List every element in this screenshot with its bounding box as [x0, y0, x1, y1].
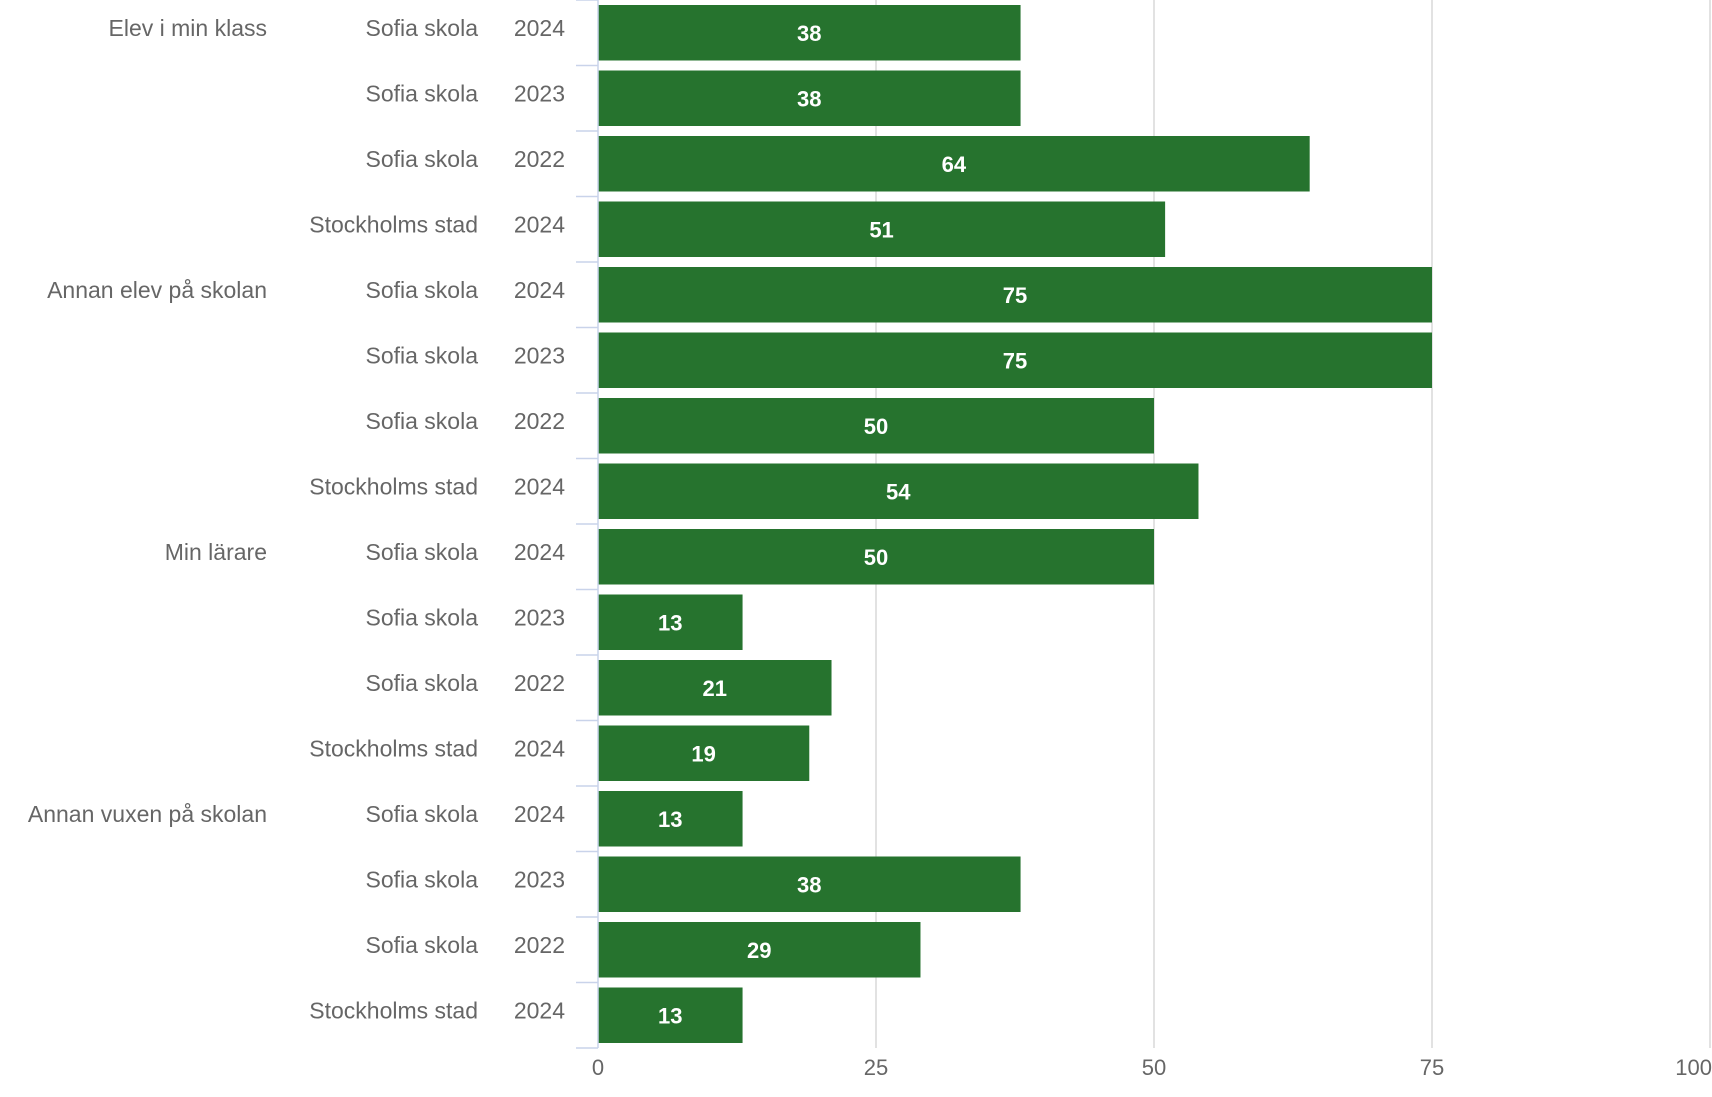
bar-value-label: 51: [869, 217, 893, 242]
bar-value-label: 50: [864, 414, 888, 439]
row-org-label: Sofia skola: [365, 670, 478, 696]
bar: [598, 5, 1021, 61]
row-org-label: Sofia skola: [365, 342, 478, 368]
row-year-label: 2024: [514, 15, 565, 41]
bar: [598, 70, 1021, 126]
bar-value-label: 75: [1003, 283, 1027, 308]
bar-value-label: 13: [658, 610, 682, 635]
row-year-label: 2023: [514, 342, 565, 368]
group-label: Annan vuxen på skolan: [28, 801, 267, 827]
bar: [598, 201, 1166, 257]
row-year-label: 2024: [514, 997, 565, 1023]
x-tick-label: 50: [1142, 1055, 1166, 1080]
group-label: Min lärare: [165, 539, 267, 565]
row-year-label: 2023: [514, 866, 565, 892]
bar: [598, 987, 743, 1043]
bar-value-label: 21: [703, 676, 727, 701]
group-label: Elev i min klass: [109, 15, 267, 41]
bar-value-label: 19: [691, 741, 715, 766]
bar-value-label: 75: [1003, 348, 1027, 373]
row-org-label: Stockholms stad: [309, 473, 478, 499]
bar: [598, 594, 743, 650]
bar-value-label: 38: [797, 872, 821, 897]
row-org-label: Sofia skola: [365, 604, 478, 630]
x-tick-label: 25: [864, 1055, 888, 1080]
axis-layer: [576, 0, 599, 1049]
x-tick-label: 75: [1420, 1055, 1444, 1080]
row-org-label: Stockholms stad: [309, 211, 478, 237]
row-org-label: Sofia skola: [365, 801, 478, 827]
bar: [598, 856, 1021, 912]
x-tick-label: 0: [592, 1055, 604, 1080]
row-org-label: Sofia skola: [365, 15, 478, 41]
row-org-label: Sofia skola: [365, 866, 478, 892]
row-org-label: Sofia skola: [365, 277, 478, 303]
bar: [598, 136, 1310, 192]
x-tick-label: 100: [1675, 1055, 1712, 1080]
bar-value-label: 64: [942, 152, 967, 177]
row-year-label: 2024: [514, 277, 565, 303]
row-org-label: Stockholms stad: [309, 735, 478, 761]
row-org-label: Sofia skola: [365, 146, 478, 172]
row-year-label: 2023: [514, 80, 565, 106]
row-year-label: 2022: [514, 408, 565, 434]
row-year-label: 2022: [514, 932, 565, 958]
bar: [598, 922, 921, 978]
row-year-label: 2022: [514, 146, 565, 172]
row-org-label: Sofia skola: [365, 80, 478, 106]
label-layer: 0 25 50 75 100 38 2024 Sofia skola Elev i min kl…: [28, 15, 1712, 1080]
bar: [598, 267, 1432, 323]
bar-value-label: 38: [797, 86, 821, 111]
bar-value-label: 29: [747, 938, 771, 963]
row-year-label: 2024: [514, 735, 565, 761]
bar: [598, 332, 1432, 388]
row-year-label: 2023: [514, 604, 565, 630]
bar-value-label: 54: [886, 479, 911, 504]
bar: [598, 791, 743, 847]
bar-value-label: 13: [658, 1003, 682, 1028]
bar-value-label: 13: [658, 807, 682, 832]
row-year-label: 2024: [514, 801, 565, 827]
bar: [598, 725, 810, 781]
bar-value-label: 50: [864, 545, 888, 570]
bar: [598, 463, 1199, 519]
group-label: Annan elev på skolan: [47, 277, 267, 303]
row-org-label: Sofia skola: [365, 539, 478, 565]
row-org-label: Sofia skola: [365, 408, 478, 434]
row-year-label: 2024: [514, 473, 565, 499]
bar-value-label: 38: [797, 21, 821, 46]
row-year-label: 2022: [514, 670, 565, 696]
row-org-label: Stockholms stad: [309, 997, 478, 1023]
bar: [598, 529, 1154, 585]
bar: [598, 660, 832, 716]
bar-layer: [598, 5, 1432, 1043]
row-year-label: 2024: [514, 211, 565, 237]
bar: [598, 398, 1154, 454]
row-org-label: Sofia skola: [365, 932, 478, 958]
row-year-label: 2024: [514, 539, 565, 565]
